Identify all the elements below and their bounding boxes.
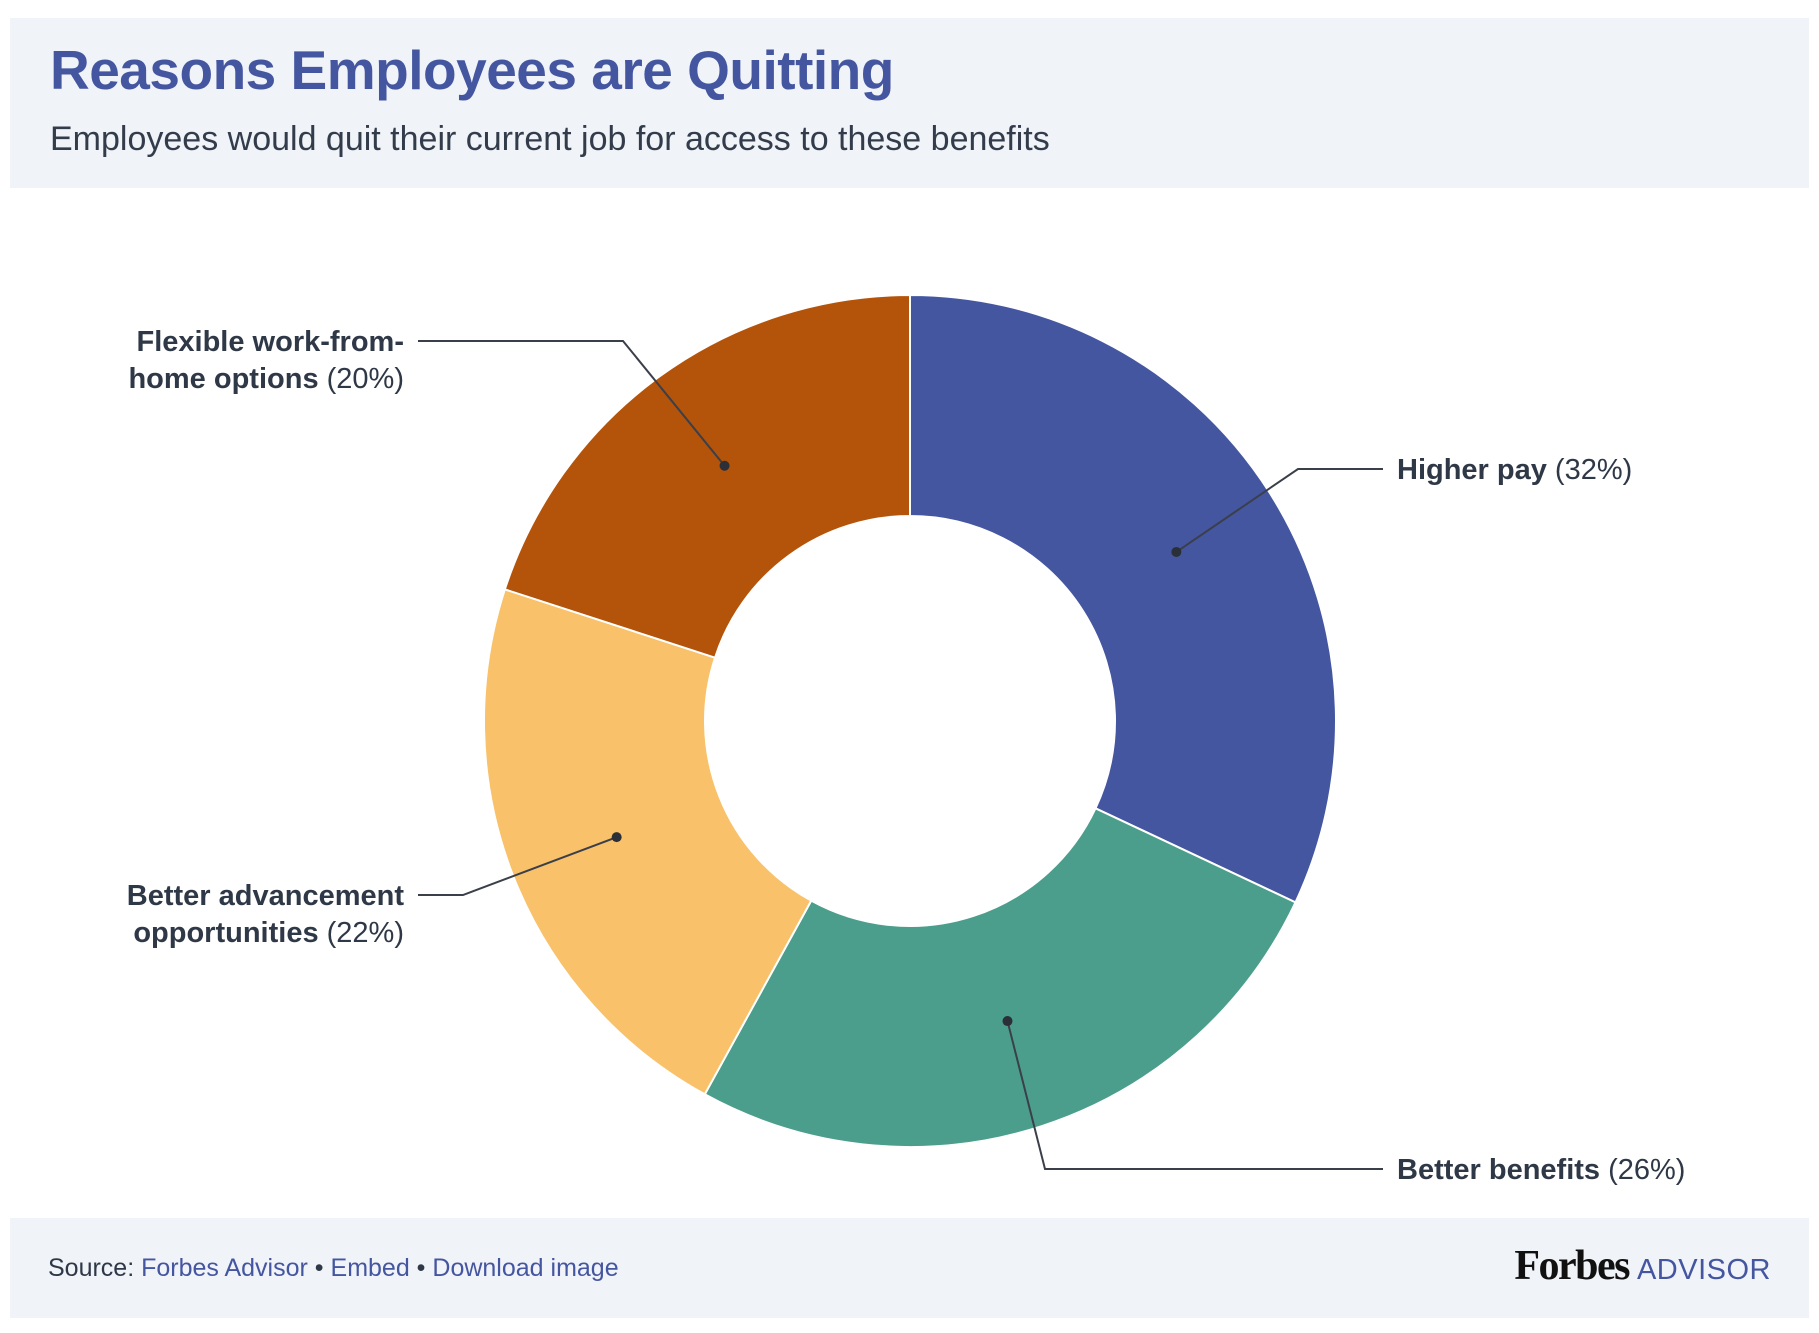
chart-footer: Source: Forbes Advisor • Embed • Downloa… [10,1218,1809,1318]
value-label: (22%) [319,917,404,949]
slice-flexible-work-from-home-options[interactable] [503,293,911,659]
label-line: Better benefits [1397,1154,1600,1186]
leader-line-flexible-work-from-home-options [418,340,726,467]
separator: • [307,1254,331,1282]
label-higher-pay: Higher pay (32%) [1397,454,1632,486]
label-better-benefits: Better benefits (26%) [1397,1154,1685,1186]
separator: • [409,1254,433,1282]
logo-advisor: ADVISOR [1636,1254,1771,1286]
chart-header: Reasons Employees are Quitting Employees… [10,18,1809,188]
source-link[interactable]: Forbes Advisor [141,1254,308,1282]
leader-dot-higher-pay [1171,546,1182,557]
value-label: (32%) [1547,454,1632,486]
logo-forbes: Forbes [1514,1243,1630,1289]
leader-line-better-advancement-opportunities [418,836,618,896]
label-line: home options [128,363,318,395]
slice-better-benefits[interactable] [703,806,1297,1148]
slice-labels: Higher pay (32%)Better benefits (26%)Bet… [127,326,1686,1186]
label-line: Higher pay [1397,454,1547,486]
label-line: Flexible work-from- [137,326,405,358]
value-label: (20%) [319,363,404,395]
leader-dot-better-advancement-opportunities [611,832,622,843]
source-prefix: Source: [48,1254,142,1282]
chart-subtitle: Employees would quit their current job f… [50,120,1050,158]
source-line: Source: Forbes Advisor • Embed • Downloa… [48,1254,619,1283]
download-image-link[interactable]: Download image [432,1254,619,1282]
leader-dot-flexible-work-from-home-options [719,460,730,471]
slice-higher-pay[interactable] [909,293,1338,904]
label-better-advancement-opportunities: Better advancement opportunities (22%) [127,880,405,949]
leader-line-better-benefits [1006,1020,1383,1170]
donut-slices [483,293,1338,1148]
label-line: opportunities [133,917,318,949]
forbes-advisor-logo[interactable]: Forbes ADVISOR [1514,1242,1771,1290]
leader-line-higher-pay [1175,468,1383,553]
leader-dot-better-benefits [1002,1016,1013,1027]
leader-lines [418,340,1383,1170]
slice-better-advancement-opportunities[interactable] [483,588,813,1096]
embed-link[interactable]: Embed [330,1254,410,1282]
label-line: Better advancement [127,880,405,912]
value-label: (26%) [1600,1154,1685,1186]
chart-title: Reasons Employees are Quitting [50,39,894,101]
label-flexible-work-from-home-options: Flexible work-from-home options (20%) [128,326,404,395]
